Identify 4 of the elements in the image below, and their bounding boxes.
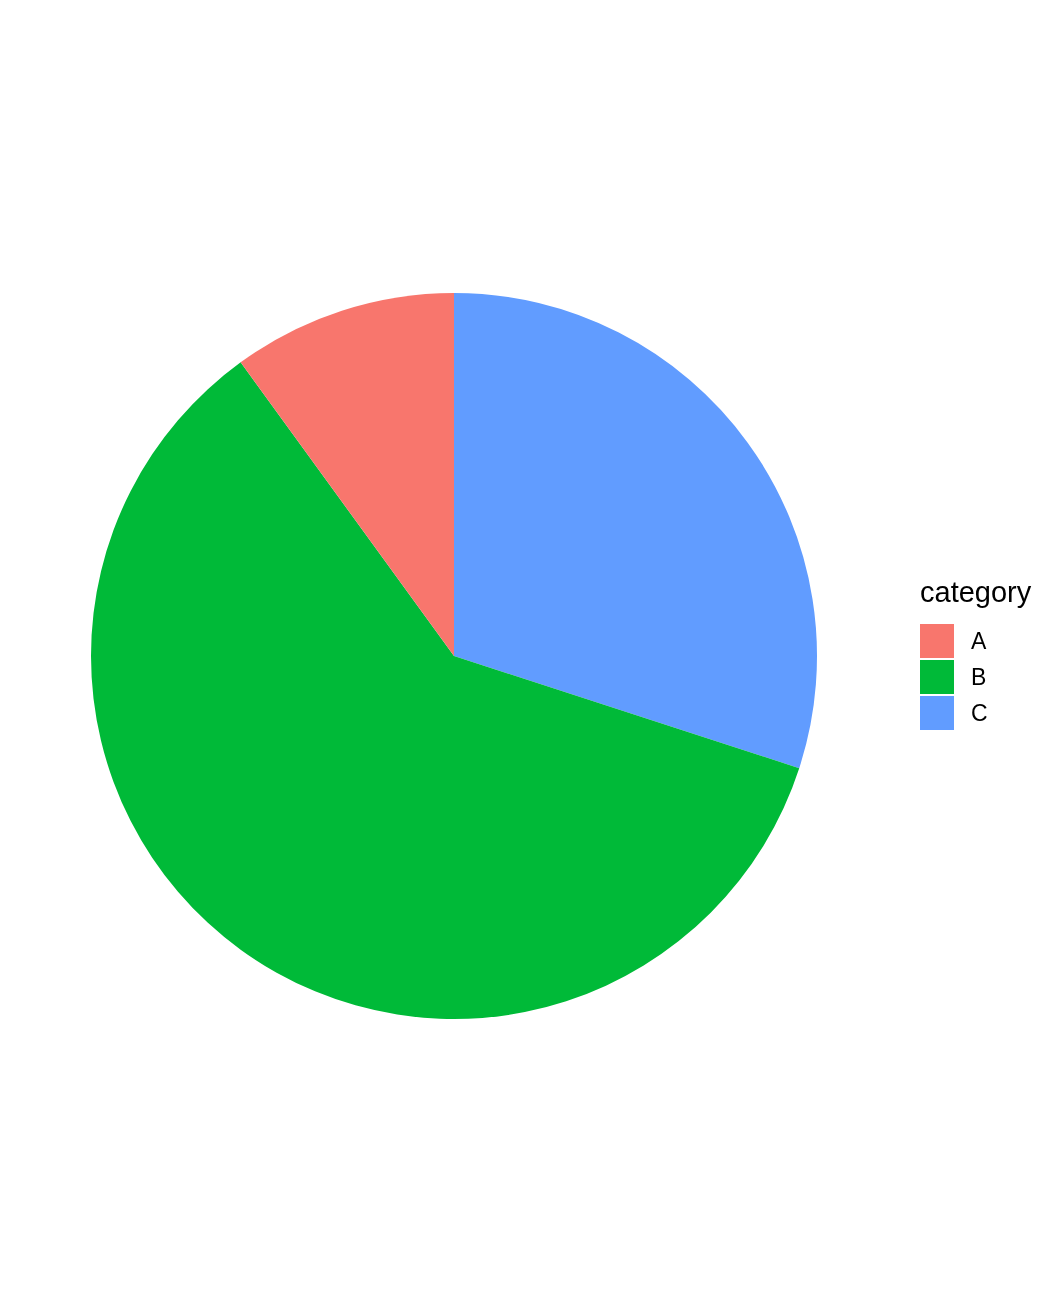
legend-label: A <box>971 627 987 655</box>
legend-title: category <box>920 576 1032 609</box>
legend-label: B <box>971 663 987 691</box>
legend-label: C <box>971 699 988 727</box>
